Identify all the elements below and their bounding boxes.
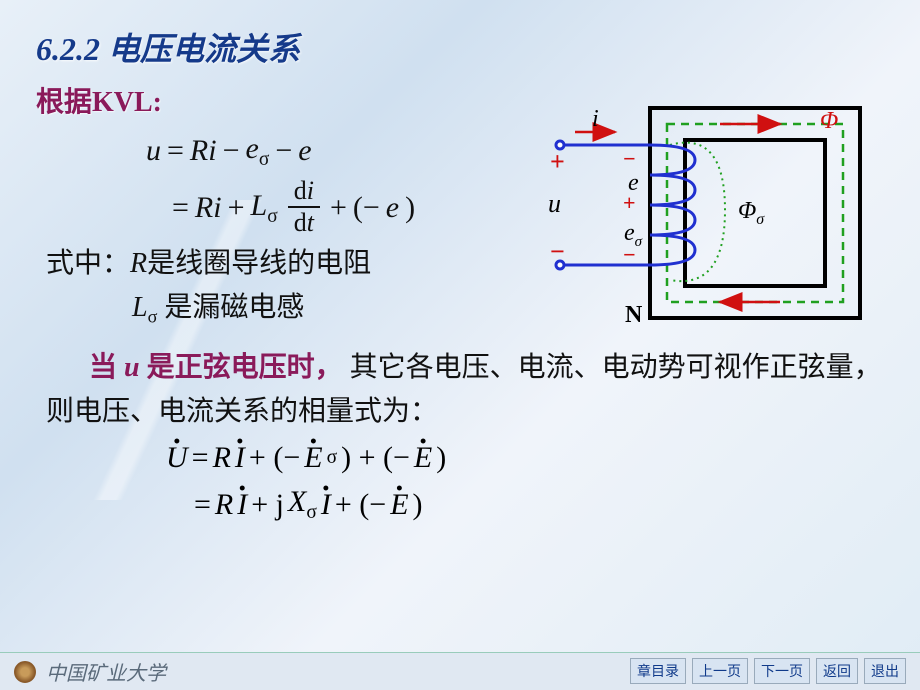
transformer-diagram: i Φ Φσ u e eσ N + − − + −	[520, 90, 880, 340]
ph1-eq: =	[192, 441, 209, 475]
eq2-frac: di dt	[288, 178, 320, 236]
ph1-p1: + (−	[249, 441, 300, 475]
eq1-Ri: Ri	[190, 128, 217, 173]
eq1-lhs: u	[146, 128, 161, 173]
ph1-rp: )	[436, 441, 446, 475]
desc-R: R	[130, 248, 147, 279]
ph2-I2: I	[321, 488, 331, 522]
phasor-eq2: = R I + j Xσ I + (− E )	[194, 485, 884, 524]
nav-back-button[interactable]: 返回	[816, 658, 858, 684]
plus-u-top: +	[550, 147, 565, 176]
desc-post1: 是线圈导线的电阻	[147, 248, 371, 279]
ph2-X: Xσ	[288, 485, 317, 524]
desc-post2: 是漏磁电感	[157, 292, 304, 323]
university-logo-icon	[14, 661, 36, 683]
ph2-E: E	[390, 488, 408, 522]
ph1-U: U	[166, 441, 188, 475]
ph2-I1: I	[237, 488, 247, 522]
eq1-esigma: eσ	[246, 126, 270, 174]
eq2-Ri: Ri	[195, 185, 222, 230]
minus-e-top: −	[623, 146, 636, 171]
footer: 中国矿业大学 章目录 上一页 下一页 返回 退出	[0, 652, 920, 690]
minus-u-bot: −	[550, 237, 565, 266]
eq2-rp: )	[405, 185, 415, 230]
ph2-eq: =	[194, 488, 211, 522]
phasor-eq1: U = R I + (− Eσ ) + (− E )	[166, 441, 884, 475]
lbl-i: i	[592, 106, 599, 132]
eq2-lp: (−	[353, 185, 380, 230]
eq2-e: e	[386, 185, 399, 230]
eq1-minus2: −	[275, 128, 292, 173]
eq1-minus1: −	[223, 128, 240, 173]
ph2-p1: + j	[251, 488, 284, 522]
university-name: 中国矿业大学	[46, 657, 166, 686]
nav-bar: 章目录 上一页 下一页 返回 退出	[630, 658, 906, 684]
lbl-N: N	[625, 302, 643, 328]
section-title: 6.2.2 电压电流关系	[36, 24, 884, 70]
eq2-plus2: +	[330, 185, 347, 230]
eq2-eq: =	[172, 185, 189, 230]
lbl-u: u	[548, 189, 561, 218]
eq2-Lsigma: Lσ	[251, 183, 278, 231]
ph2-p2: + (−	[335, 488, 386, 522]
ph1-R: R	[213, 441, 231, 475]
phasor-equations: U = R I + (− Eσ ) + (− E ) = R I + j Xσ …	[166, 441, 884, 524]
ph2-rp: )	[413, 488, 423, 522]
ph2-R: R	[215, 488, 233, 522]
nav-next-button[interactable]: 下一页	[754, 658, 810, 684]
nav-prev-button[interactable]: 上一页	[692, 658, 748, 684]
nav-toc-button[interactable]: 章目录	[630, 658, 686, 684]
nav-exit-button[interactable]: 退出	[864, 658, 906, 684]
plus-e-bot: +	[623, 190, 636, 215]
eq1-eq: =	[167, 128, 184, 173]
eq1-e: e	[298, 128, 311, 173]
desc-L: Lσ	[132, 292, 157, 323]
lbl-phi: Φ	[820, 108, 838, 134]
para-highlight: 当 u 是正弦电压时，	[89, 352, 350, 383]
lbl-phisig: Φσ	[738, 198, 765, 228]
eq2-plus1: +	[228, 185, 245, 230]
ph1-E2: E	[414, 441, 432, 475]
desc-pre: 式中：	[46, 248, 130, 279]
minus-es-bot: −	[623, 242, 636, 267]
